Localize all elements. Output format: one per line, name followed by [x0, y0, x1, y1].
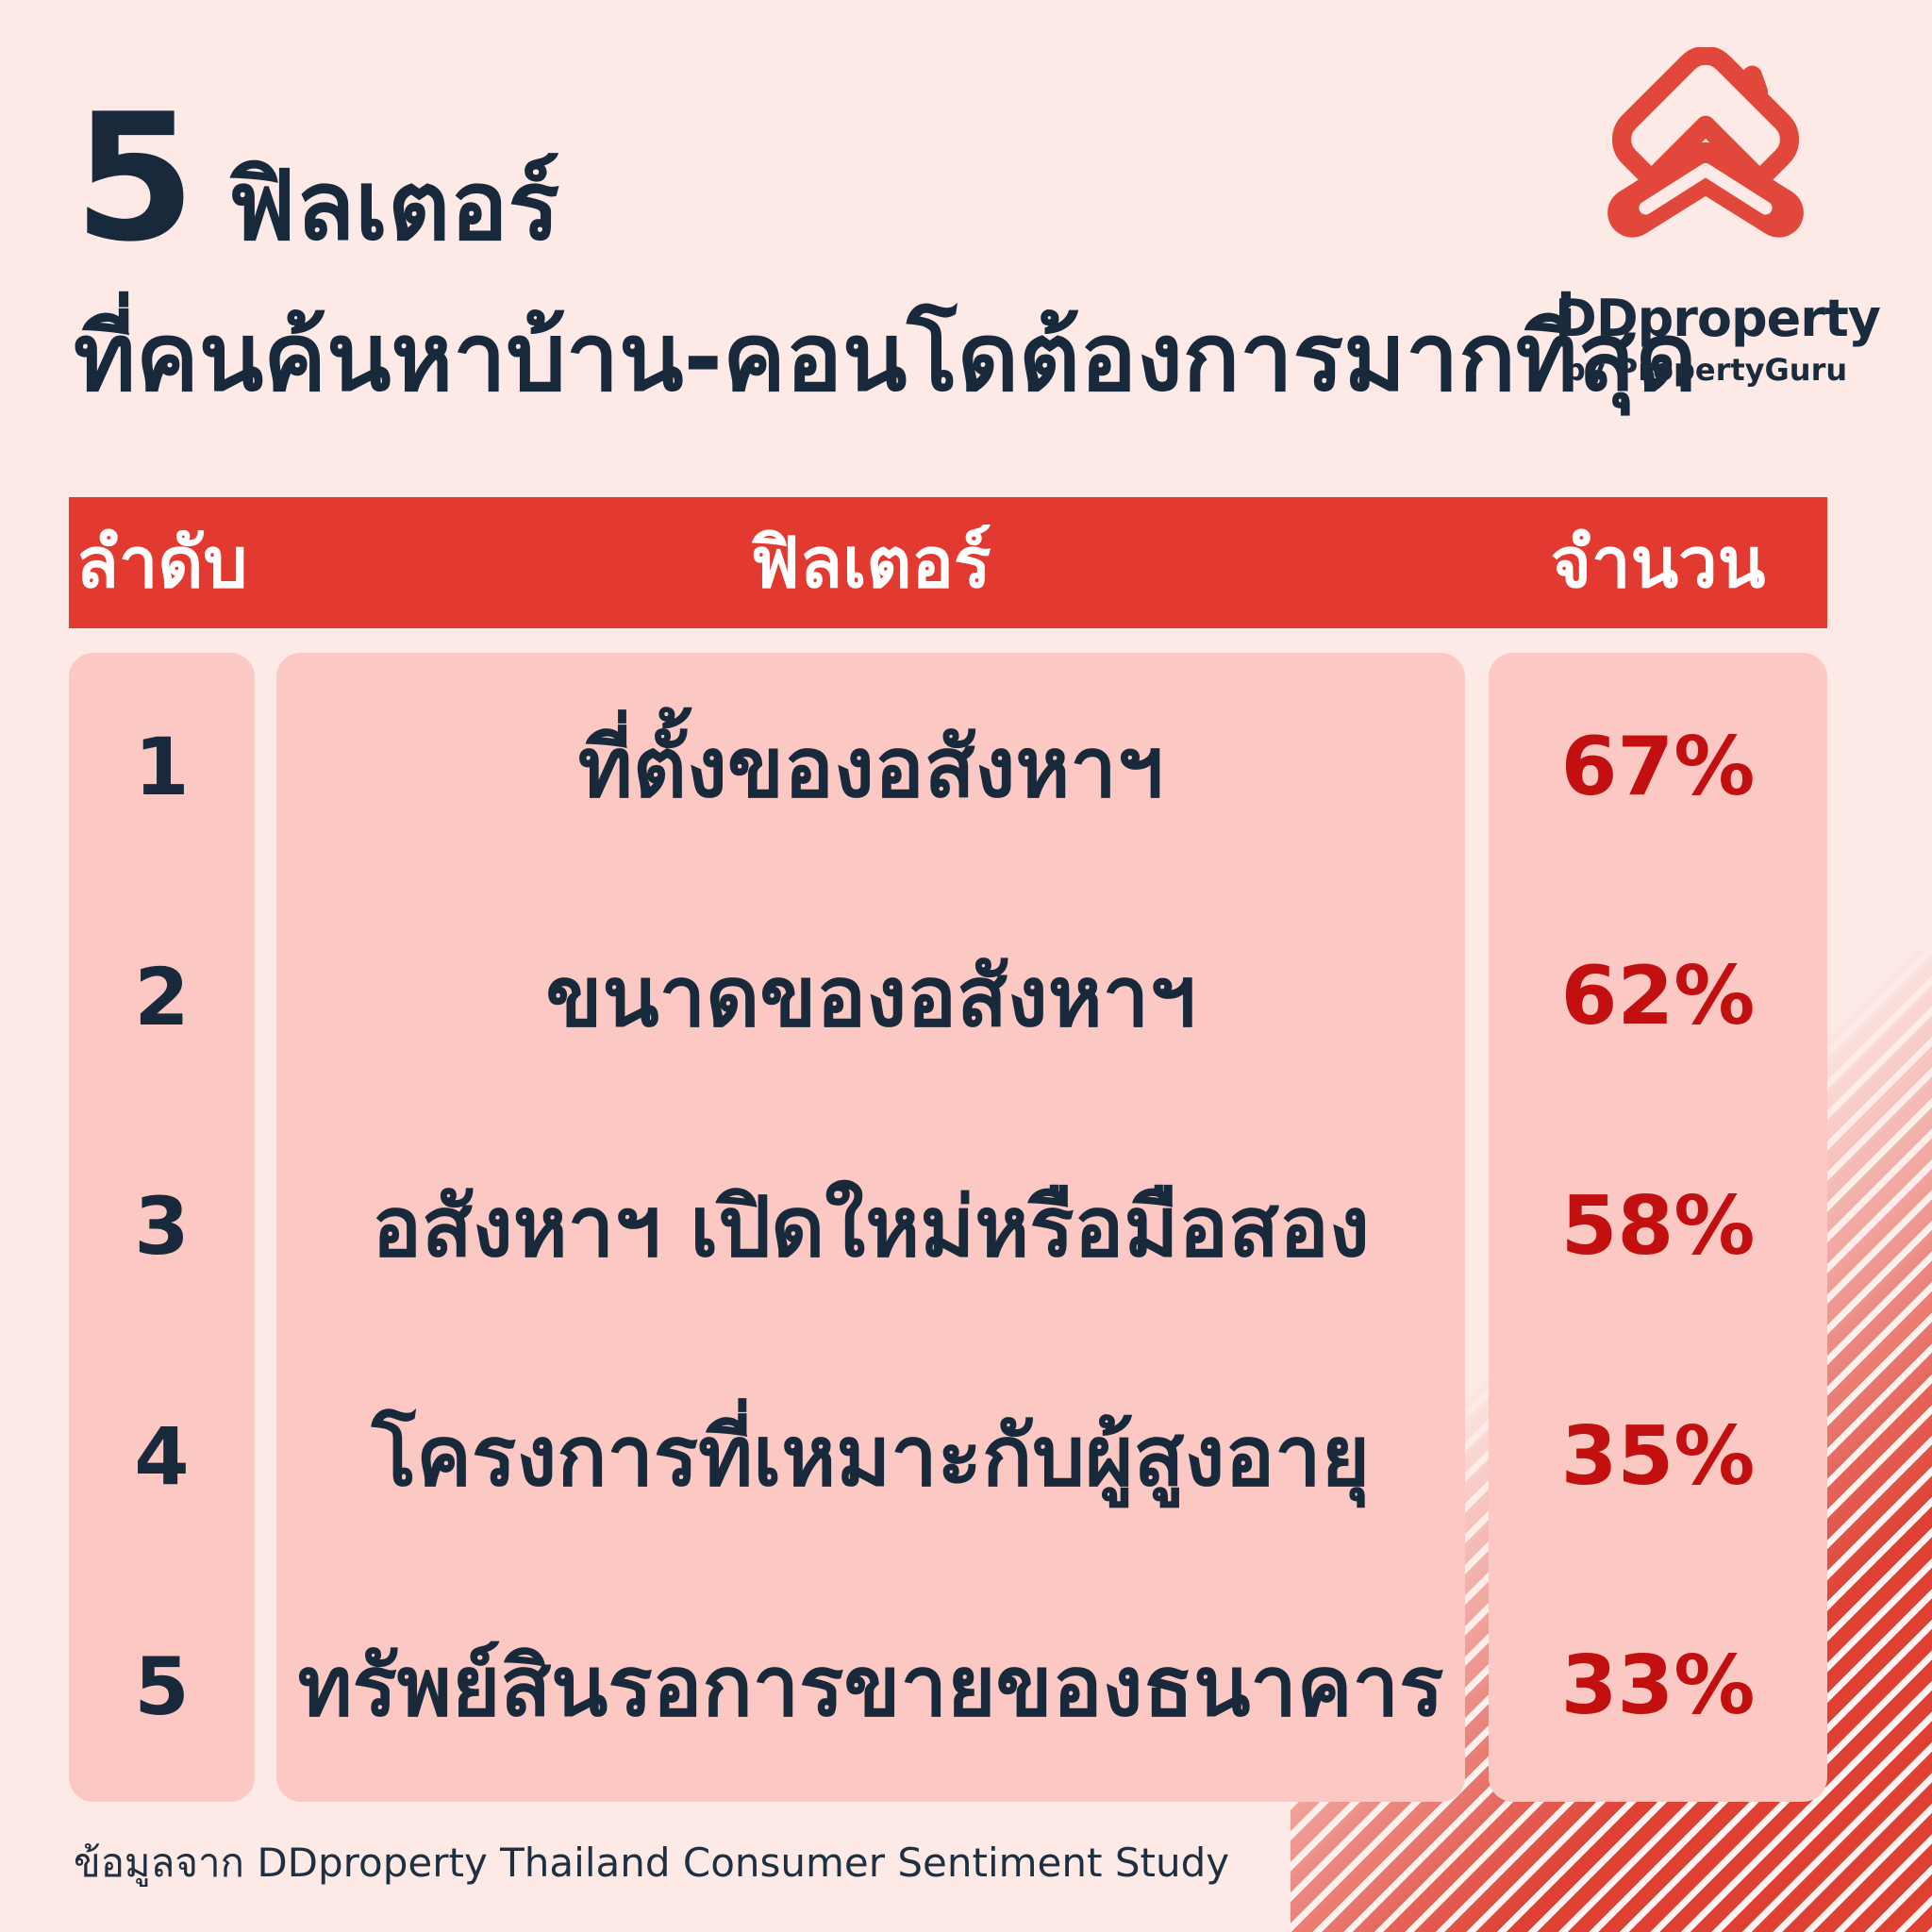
- rank-cell: 5: [134, 1640, 190, 1733]
- header-amount: จำนวน: [1550, 522, 1766, 604]
- header-filter: ฟิลเตอร์: [750, 522, 991, 604]
- page-title: 5 ฟิลเตอร์ ที่คนค้นหาบ้าน-คอนโดต้องการมา…: [74, 91, 1697, 416]
- header-rank: ลำดับ: [75, 522, 248, 604]
- title-subtitle: ที่คนค้นหาบ้าน-คอนโดต้องการมากที่สุด: [74, 302, 1697, 412]
- filter-column: ที่ตั้งของอสังหาฯ ขนาดของอสังหาฯ อสังหาฯ…: [276, 653, 1465, 1802]
- rank-cell: 4: [134, 1409, 190, 1503]
- table-body: 1 2 3 4 5 ที่ตั้งของอสังหาฯ ขนาดของอสังห…: [69, 653, 1827, 1802]
- title-line-1: 5 ฟิลเตอร์: [74, 91, 1697, 266]
- source-note: ข้อมูลจาก DDproperty Thailand Consumer S…: [74, 1840, 1230, 1886]
- ddproperty-logo: DDproperty by PropertyGuru: [1555, 47, 1881, 388]
- table-header-row: ลำดับ ฟิลเตอร์ จำนวน: [69, 497, 1827, 628]
- filter-cell: ที่ตั้งของอสังหาฯ: [577, 718, 1164, 816]
- amount-cell: 33%: [1560, 1639, 1756, 1734]
- title-word: ฟิลเตอร์: [227, 150, 560, 262]
- title-number: 5: [74, 75, 195, 280]
- filter-cell: ทรัพย์สินรอการขายของธนาคาร: [297, 1637, 1444, 1735]
- rank-column: 1 2 3 4 5: [69, 653, 255, 1802]
- filter-cell: โครงการที่เหมาะกับผู้สูงอายุ: [371, 1407, 1371, 1506]
- amount-cell: 35%: [1560, 1408, 1756, 1504]
- filter-cell: อสังหาฯ เปิดใหม่หรือมือสอง: [372, 1177, 1370, 1275]
- filters-table: ลำดับ ฟิลเตอร์ จำนวน 1 2 3 4 5 ที่ตั้งขอ…: [69, 497, 1827, 1802]
- logo-name: DDproperty: [1555, 289, 1881, 348]
- rank-cell: 3: [134, 1180, 190, 1274]
- rank-cell: 2: [134, 950, 190, 1043]
- amount-cell: 58%: [1560, 1179, 1756, 1274]
- logo-byline: by PropertyGuru: [1563, 352, 1848, 388]
- amount-cell: 67%: [1560, 719, 1756, 814]
- amount-cell: 62%: [1560, 949, 1756, 1044]
- rank-cell: 1: [134, 721, 190, 814]
- amount-column: 67% 62% 58% 35% 33%: [1489, 653, 1827, 1802]
- ddproperty-house-icon: [1596, 47, 1815, 275]
- filter-cell: ขนาดของอสังหาฯ: [545, 948, 1196, 1046]
